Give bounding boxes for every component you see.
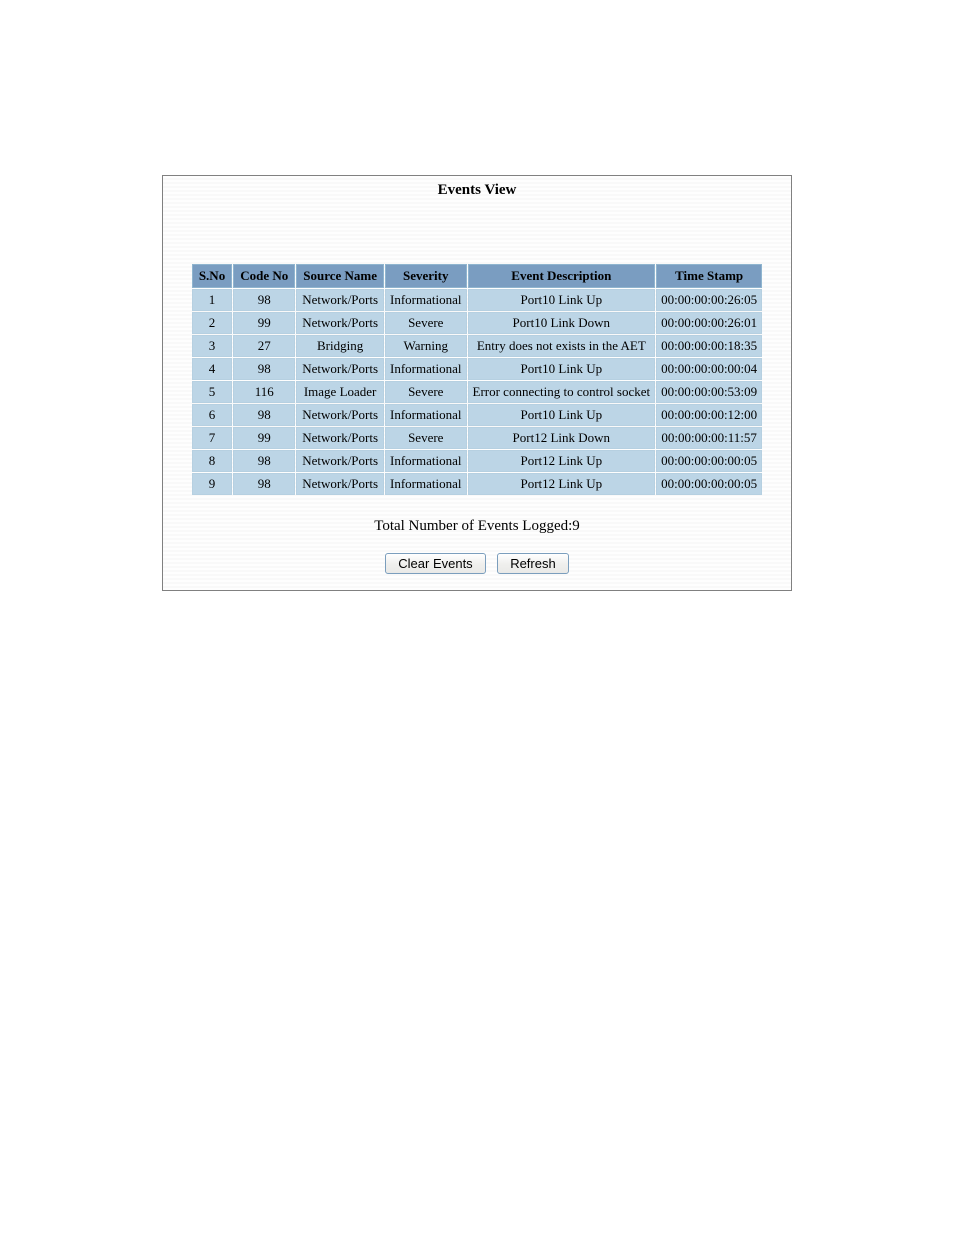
table-row: 327BridgingWarningEntry does not exists … [192,335,762,357]
col-timestamp: Time Stamp [656,264,762,288]
cell-source: Image Loader [296,381,384,403]
cell-source: Bridging [296,335,384,357]
col-desc: Event Description [468,264,656,288]
table-row: 5116Image LoaderSevereError connecting t… [192,381,762,403]
cell-code: 27 [233,335,295,357]
table-row: 998Network/PortsInformationalPort12 Link… [192,473,762,495]
cell-desc: Port10 Link Up [468,289,656,311]
cell-ts: 00:00:00:00:00:04 [656,358,762,380]
panel-title: Events View [169,180,785,205]
col-code: Code No [233,264,295,288]
table-row: 198Network/PortsInformationalPort10 Link… [192,289,762,311]
cell-code: 98 [233,450,295,472]
spacer [169,205,785,263]
cell-ts: 00:00:00:00:00:05 [656,473,762,495]
cell-code: 98 [233,358,295,380]
cell-desc: Error connecting to control socket [468,381,656,403]
cell-sno: 7 [192,427,232,449]
cell-sno: 1 [192,289,232,311]
cell-desc: Port12 Link Up [468,473,656,495]
cell-ts: 00:00:00:00:53:09 [656,381,762,403]
cell-severity: Informational [385,289,466,311]
cell-code: 98 [233,473,295,495]
cell-desc: Port10 Link Down [468,312,656,334]
cell-ts: 00:00:00:00:00:05 [656,450,762,472]
cell-ts: 00:00:00:00:12:00 [656,404,762,426]
cell-severity: Informational [385,450,466,472]
events-table: S.No Code No Source Name Severity Event … [191,263,763,496]
cell-severity: Informational [385,358,466,380]
cell-severity: Informational [385,473,466,495]
cell-source: Network/Ports [296,404,384,426]
cell-code: 98 [233,289,295,311]
table-row: 498Network/PortsInformationalPort10 Link… [192,358,762,380]
cell-severity: Informational [385,404,466,426]
table-row: 898Network/PortsInformationalPort12 Link… [192,450,762,472]
total-events-label: Total Number of Events Logged:9 [169,496,785,551]
cell-ts: 00:00:00:00:18:35 [656,335,762,357]
cell-ts: 00:00:00:00:26:05 [656,289,762,311]
clear-events-button[interactable]: Clear Events [385,553,485,574]
cell-code: 98 [233,404,295,426]
table-header-row: S.No Code No Source Name Severity Event … [192,264,762,288]
cell-sno: 4 [192,358,232,380]
cell-sno: 8 [192,450,232,472]
cell-severity: Severe [385,381,466,403]
cell-source: Network/Ports [296,450,384,472]
cell-desc: Port10 Link Up [468,358,656,380]
cell-source: Network/Ports [296,289,384,311]
cell-sno: 5 [192,381,232,403]
cell-severity: Severe [385,427,466,449]
cell-ts: 00:00:00:00:26:01 [656,312,762,334]
cell-code: 99 [233,427,295,449]
table-row: 698Network/PortsInformationalPort10 Link… [192,404,762,426]
cell-code: 116 [233,381,295,403]
table-row: 299Network/PortsSeverePort10 Link Down00… [192,312,762,334]
events-view-panel: Events View S.No Code No Source Name Sev… [162,175,792,591]
cell-sno: 6 [192,404,232,426]
cell-sno: 3 [192,335,232,357]
footer-buttons: Clear Events Refresh [169,551,785,580]
refresh-button[interactable]: Refresh [497,553,569,574]
col-sno: S.No [192,264,232,288]
col-source: Source Name [296,264,384,288]
cell-source: Network/Ports [296,427,384,449]
cell-severity: Warning [385,335,466,357]
cell-desc: Port12 Link Down [468,427,656,449]
col-severity: Severity [385,264,466,288]
cell-source: Network/Ports [296,473,384,495]
cell-source: Network/Ports [296,312,384,334]
cell-ts: 00:00:00:00:11:57 [656,427,762,449]
cell-sno: 9 [192,473,232,495]
cell-severity: Severe [385,312,466,334]
cell-desc: Port12 Link Up [468,450,656,472]
cell-desc: Port10 Link Up [468,404,656,426]
cell-source: Network/Ports [296,358,384,380]
cell-sno: 2 [192,312,232,334]
table-row: 799Network/PortsSeverePort12 Link Down00… [192,427,762,449]
cell-desc: Entry does not exists in the AET [468,335,656,357]
cell-code: 99 [233,312,295,334]
